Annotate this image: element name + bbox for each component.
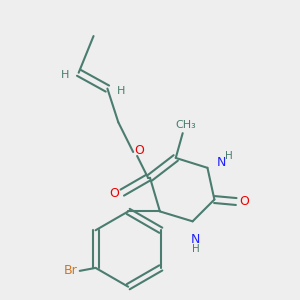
Text: O: O <box>110 187 119 200</box>
Text: CH₃: CH₃ <box>175 120 196 130</box>
Text: Br: Br <box>64 264 78 278</box>
Text: O: O <box>239 195 249 208</box>
Text: N: N <box>191 233 200 246</box>
Text: H: H <box>61 70 69 80</box>
Text: O: O <box>134 145 144 158</box>
Text: H: H <box>117 85 125 96</box>
Text: H: H <box>192 244 200 254</box>
Text: H: H <box>225 151 233 161</box>
Text: N: N <box>217 156 226 170</box>
